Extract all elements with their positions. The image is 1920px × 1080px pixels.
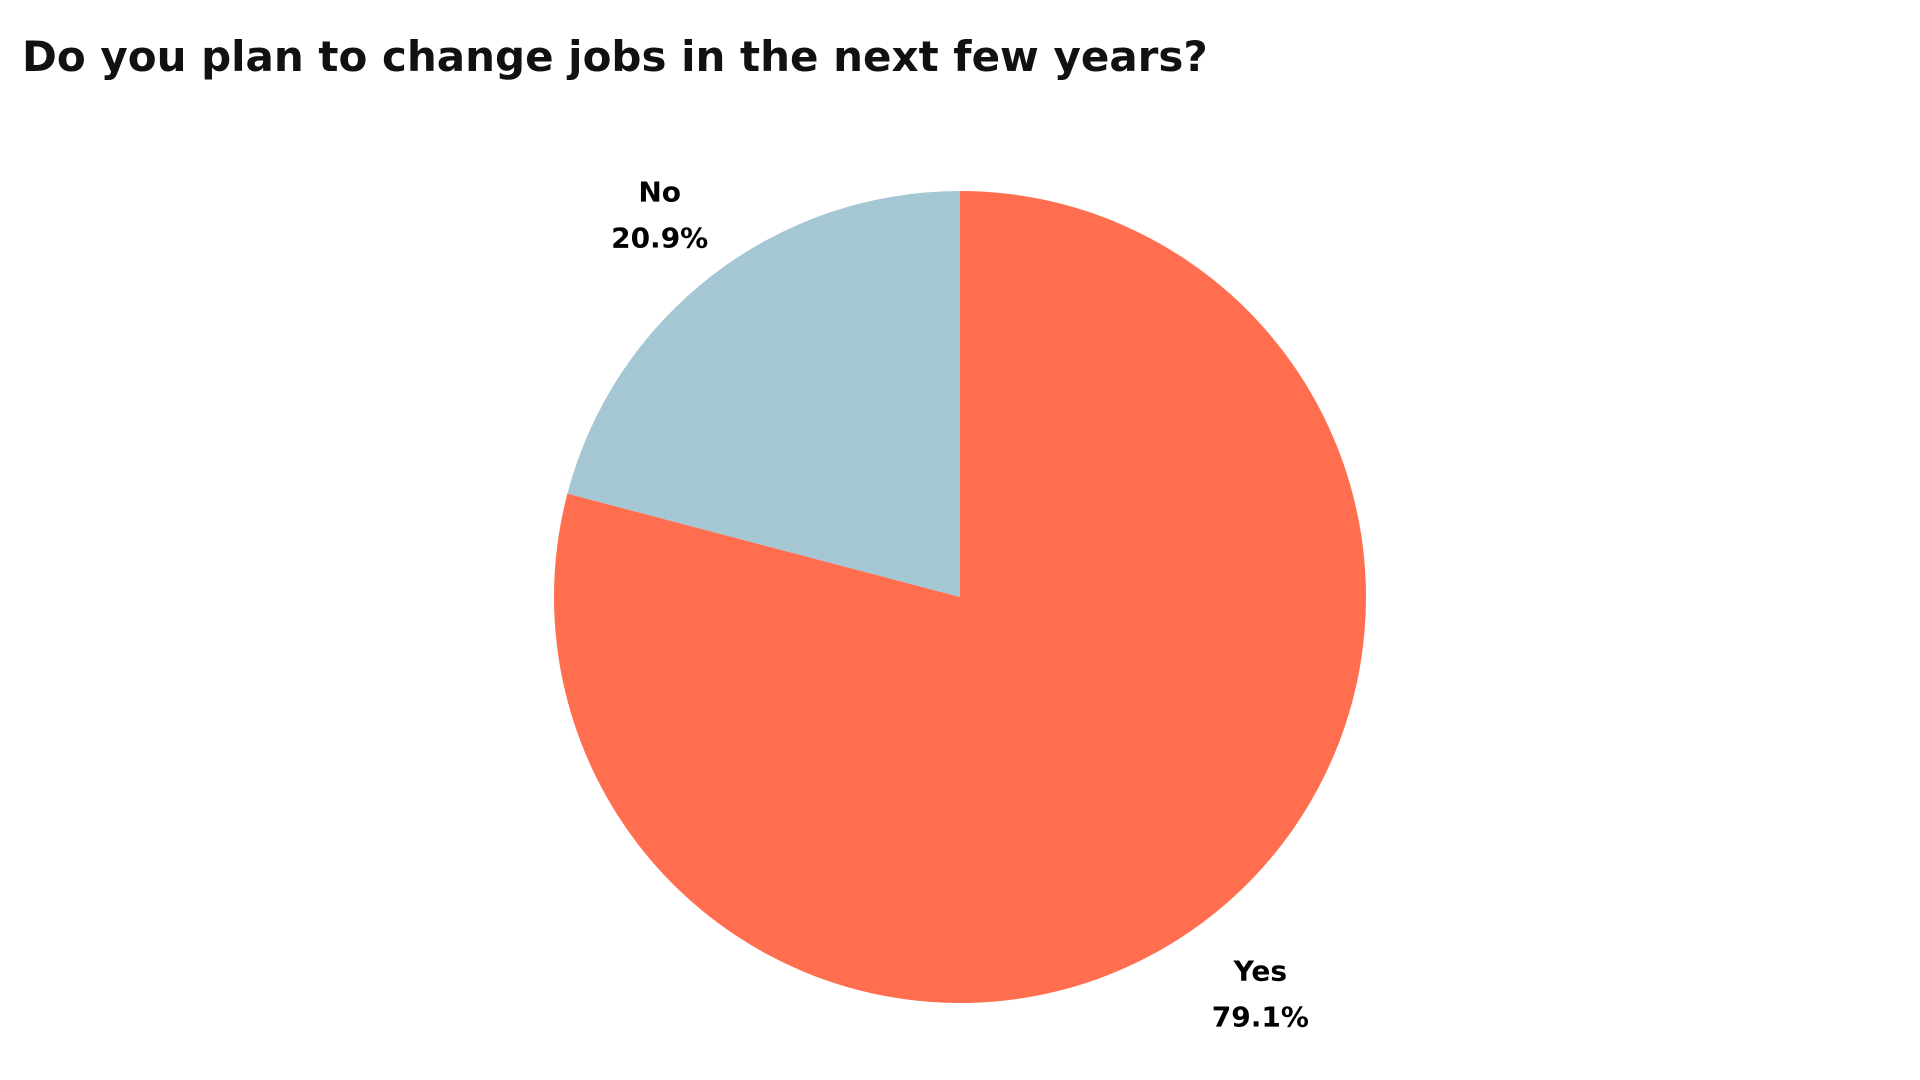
slice-label-no: No: [638, 175, 681, 208]
pie-slice-no: [567, 191, 960, 597]
slice-value-no: 20.9%: [611, 221, 708, 254]
pie-slice-yes: [554, 191, 1366, 1003]
pie-slices: [554, 191, 1366, 1003]
chart-title: Do you plan to change jobs in the next f…: [22, 32, 1208, 81]
slice-label-yes: Yes: [1233, 955, 1287, 988]
slice-value-yes: 79.1%: [1212, 1001, 1309, 1034]
pie-labels: Yes 79.1% No 20.9%: [611, 175, 1309, 1033]
